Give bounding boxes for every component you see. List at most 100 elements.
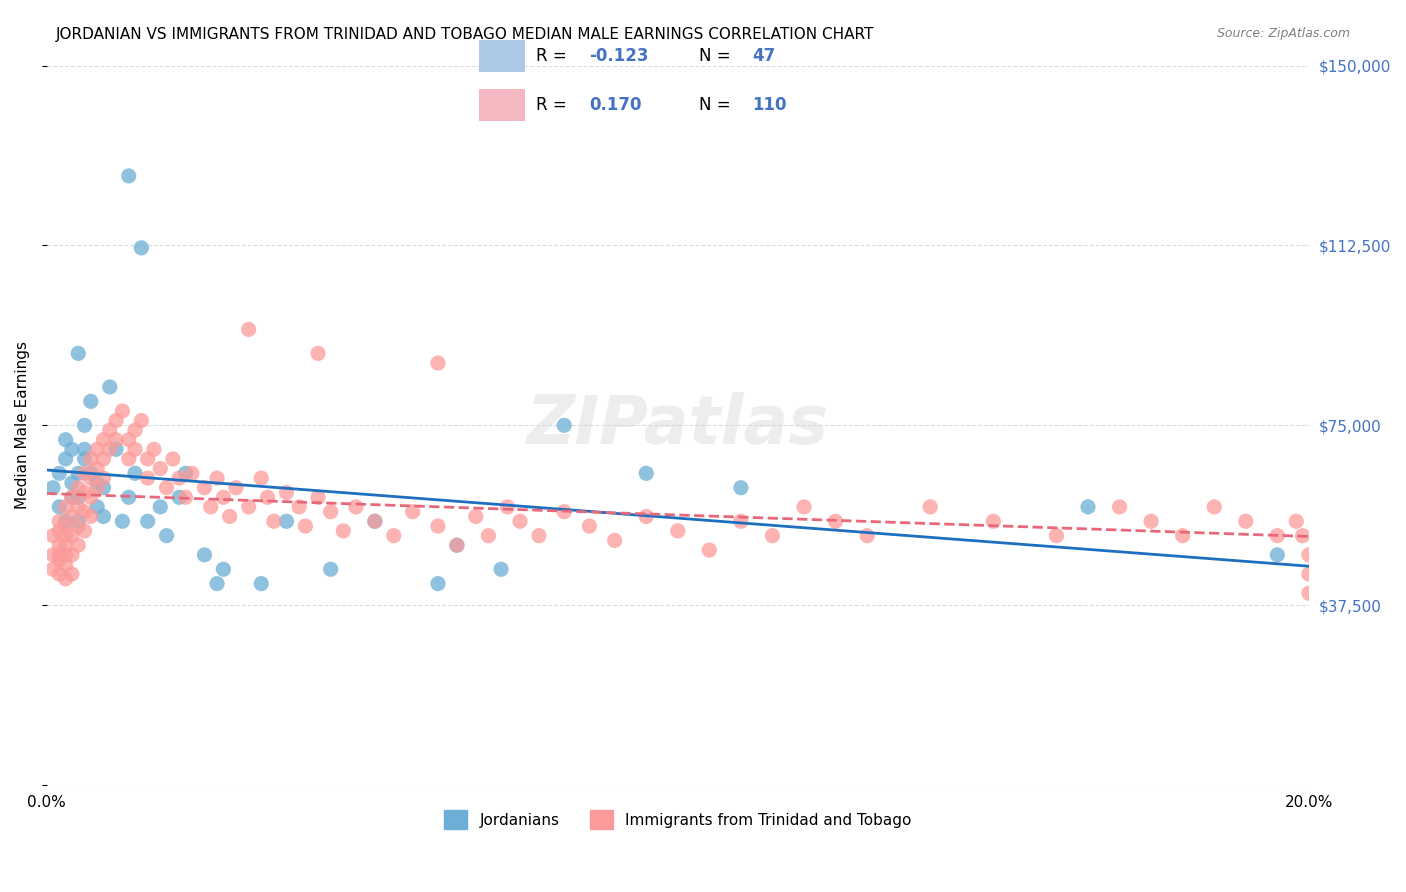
Point [55,558,77,572]
Point [93,481,115,495]
Point [761,529,783,543]
Point [86,475,108,490]
Point [730,514,752,528]
Point [73,451,96,466]
Point [136,451,159,466]
Point [824,514,846,528]
Point [149,461,172,475]
Point [250,471,273,485]
Point [60,529,83,543]
Point [730,481,752,495]
Point [344,500,367,514]
Point [225,481,247,495]
Point [212,491,235,505]
Point [636,467,658,481]
Point [118,451,141,466]
Point [205,576,228,591]
Point [1298,548,1320,562]
Point [48,500,70,514]
Point [67,519,90,533]
Point [553,418,575,433]
Point [200,500,222,514]
Text: ZIPatlas: ZIPatlas [527,392,828,458]
Point [131,413,153,427]
Point [98,423,121,437]
Point [666,524,689,538]
Point [55,519,77,533]
Point [48,514,70,528]
Point [124,442,146,457]
Point [80,394,103,409]
Point [250,576,273,591]
Point [426,519,449,533]
Legend: Jordanians, Immigrants from Trinidad and Tobago: Jordanians, Immigrants from Trinidad and… [439,805,918,835]
Point [105,413,128,427]
Point [319,562,342,576]
Point [180,467,202,481]
Text: Source: ZipAtlas.com: Source: ZipAtlas.com [1216,27,1350,40]
Point [86,442,108,457]
Point [60,491,83,505]
Point [55,548,77,562]
Point [142,442,165,457]
Point [238,322,260,336]
Point [105,433,128,447]
Point [205,471,228,485]
Point [294,519,316,533]
Point [509,514,531,528]
Point [167,471,190,485]
Point [73,485,96,500]
Point [983,514,1005,528]
Point [48,467,70,481]
Point [55,451,77,466]
Point [48,538,70,552]
Point [1285,514,1308,528]
Text: -0.123: -0.123 [589,46,648,64]
Point [136,514,159,528]
Point [73,442,96,457]
Point [48,548,70,562]
Point [276,485,298,500]
Point [73,418,96,433]
Point [67,514,90,528]
Point [402,505,425,519]
Point [60,509,83,524]
Point [603,533,626,548]
Point [111,404,134,418]
Point [578,519,600,533]
Point [364,514,387,528]
Point [73,524,96,538]
Point [489,562,512,576]
Point [1234,514,1257,528]
Text: JORDANIAN VS IMMIGRANTS FROM TRINIDAD AND TOBAGO MEDIAN MALE EARNINGS CORRELATIO: JORDANIAN VS IMMIGRANTS FROM TRINIDAD AN… [56,27,875,42]
Point [55,572,77,586]
Point [80,491,103,505]
Point [124,423,146,437]
Point [48,567,70,582]
Point [118,169,141,183]
Point [1140,514,1163,528]
Point [93,451,115,466]
Point [382,529,405,543]
Point [319,505,342,519]
Point [149,500,172,514]
Point [426,356,449,370]
Point [1171,529,1194,543]
Text: 47: 47 [752,46,776,64]
Point [55,433,77,447]
Point [67,538,90,552]
Point [42,481,65,495]
Point [55,538,77,552]
FancyBboxPatch shape [479,39,524,71]
Point [93,471,115,485]
Point [93,509,115,524]
Point [42,548,65,562]
Point [118,491,141,505]
Point [263,514,285,528]
Point [1204,500,1226,514]
Point [80,467,103,481]
Point [856,529,879,543]
Point [55,529,77,543]
Point [174,467,197,481]
Point [42,529,65,543]
